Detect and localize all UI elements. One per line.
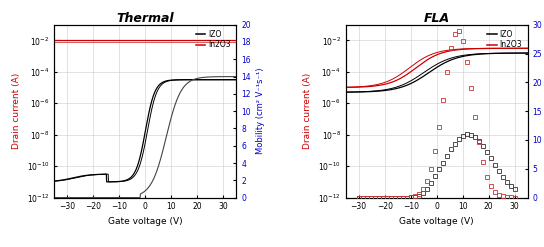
Y-axis label: Drain current (A): Drain current (A) (12, 73, 21, 149)
Y-axis label: Drain current (A): Drain current (A) (304, 73, 312, 149)
Legend: IZO, In2O3: IZO, In2O3 (195, 28, 233, 51)
Title: FLA: FLA (424, 12, 450, 25)
Title: Thermal: Thermal (116, 12, 174, 25)
Y-axis label: Mobility (cm² V⁻¹s⁻¹): Mobility (cm² V⁻¹s⁻¹) (256, 68, 265, 154)
X-axis label: Gate voltage (V): Gate voltage (V) (108, 217, 183, 226)
X-axis label: Gate voltage (V): Gate voltage (V) (399, 217, 474, 226)
Legend: IZO, In2O3: IZO, In2O3 (486, 28, 524, 51)
